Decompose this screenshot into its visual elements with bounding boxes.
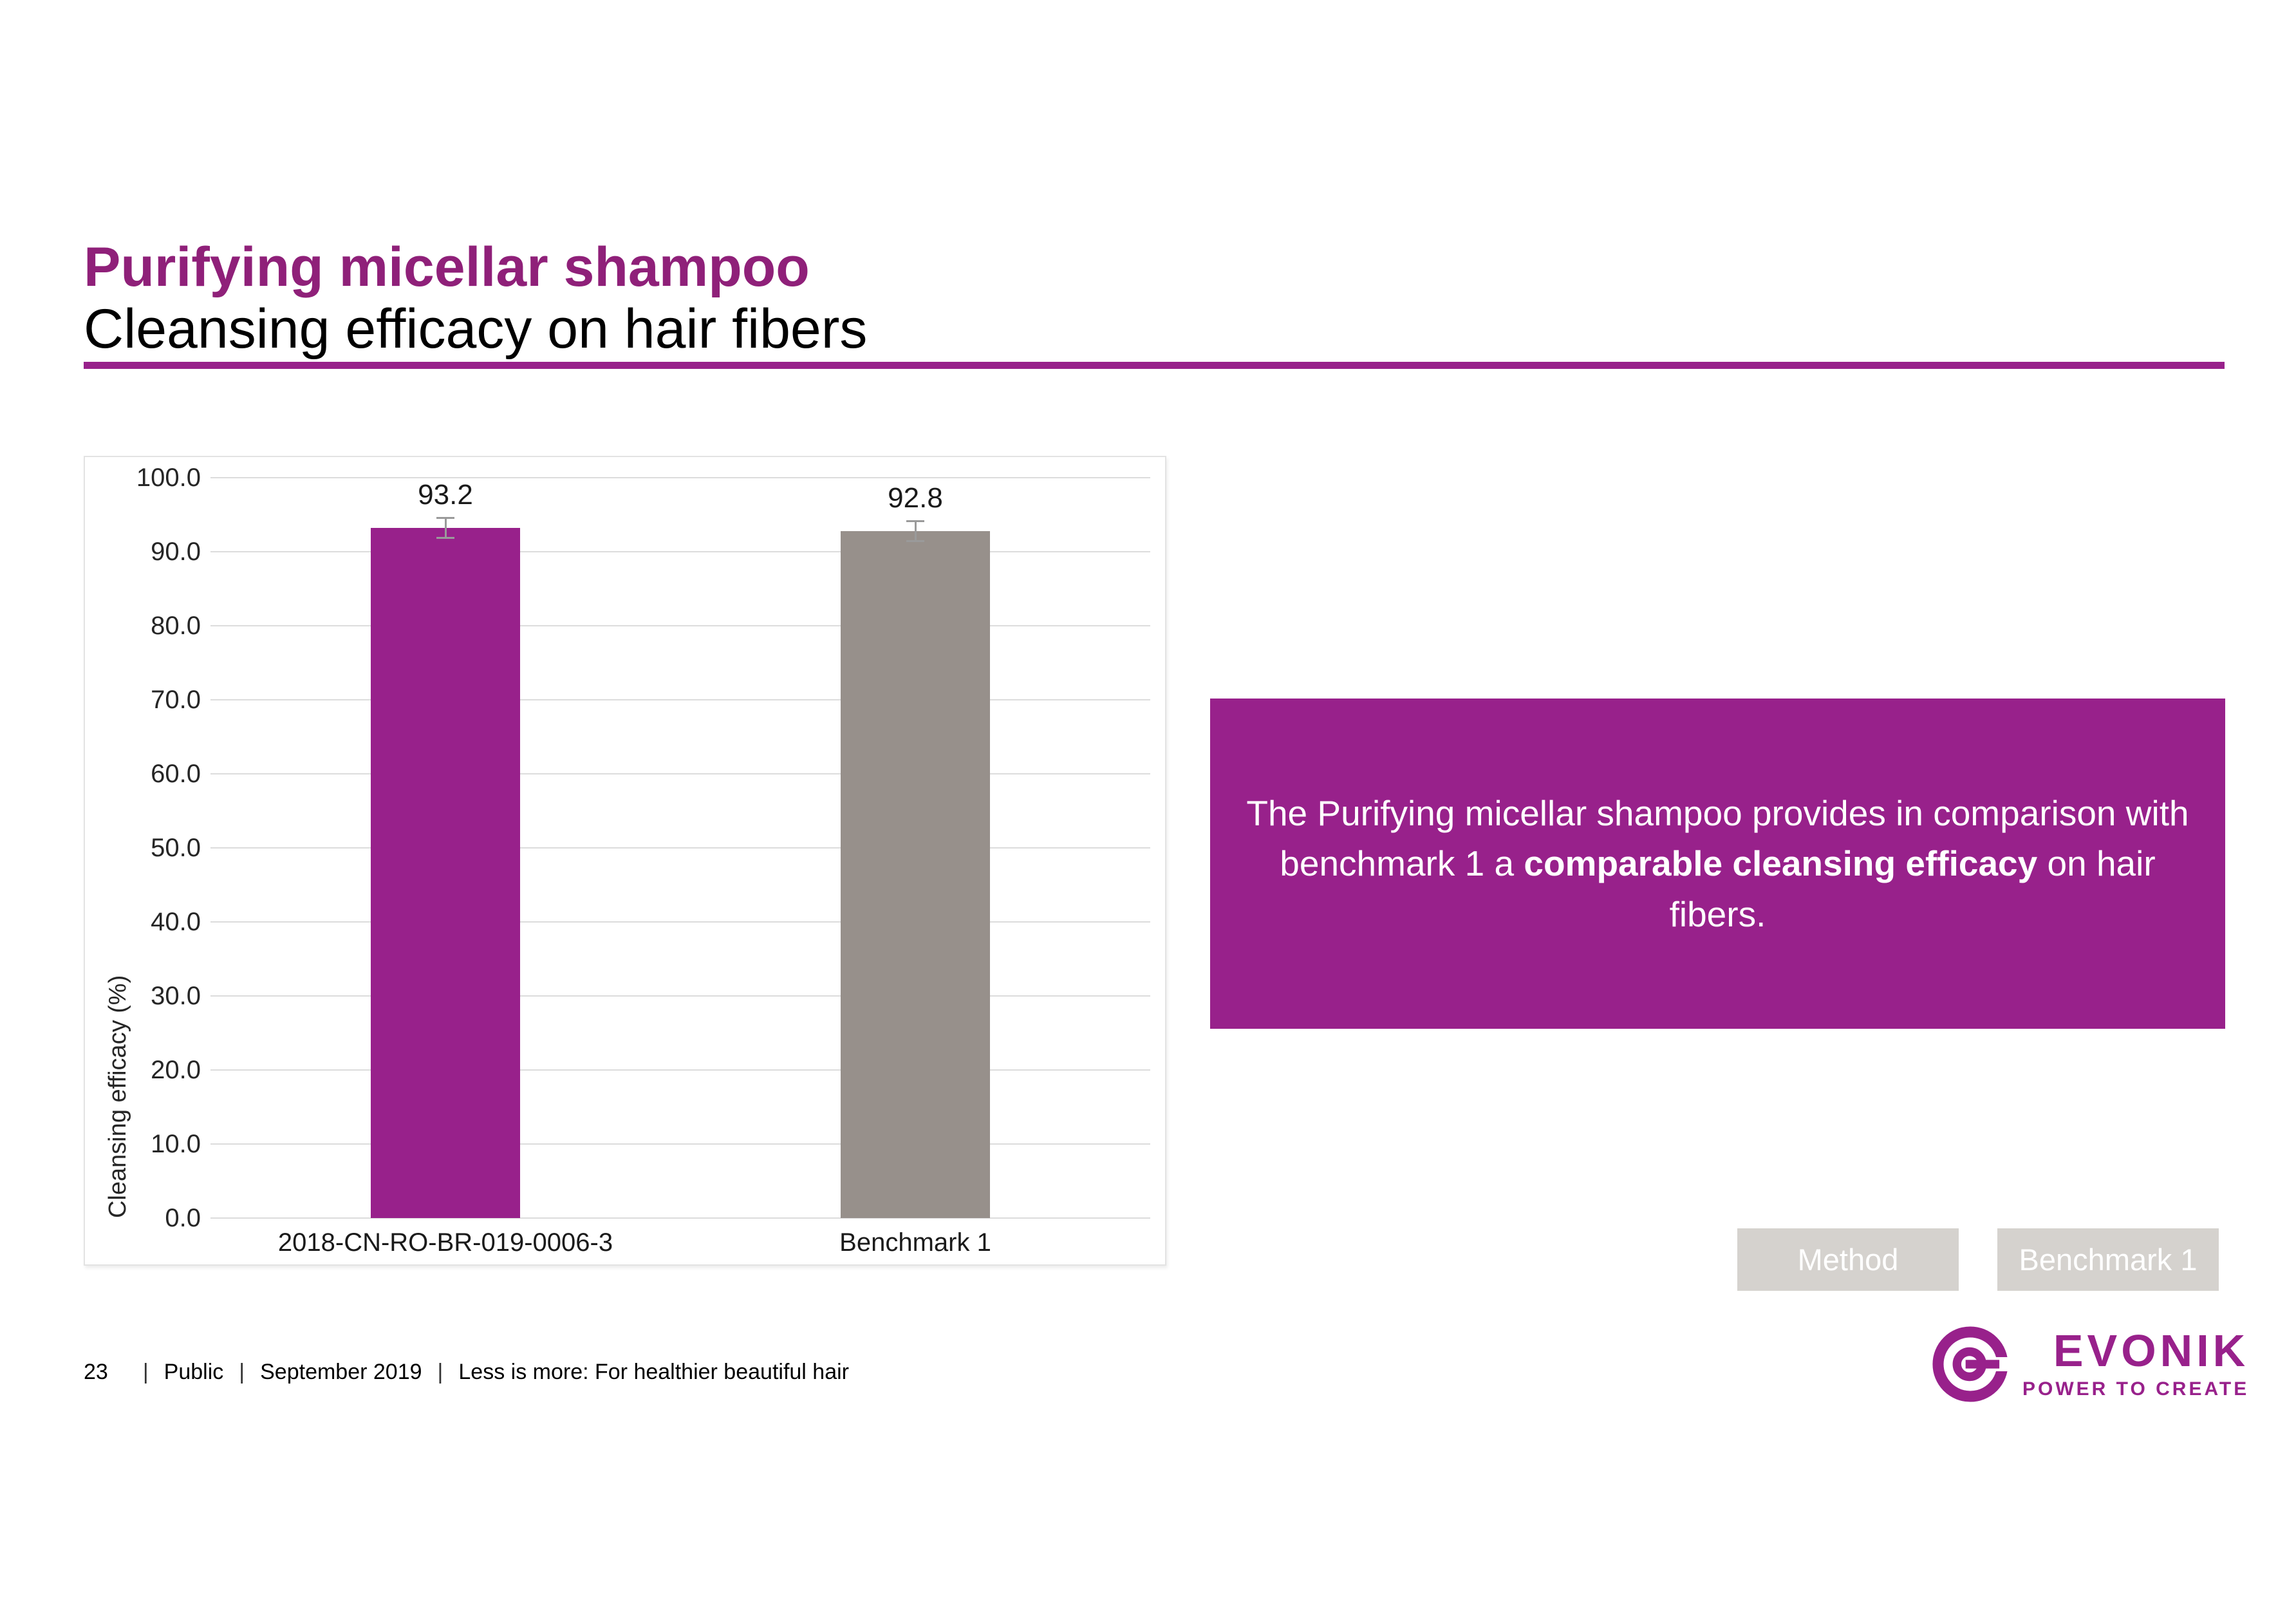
error-bar [906,520,924,542]
gridline [210,773,1150,774]
footer-separator: | [142,1360,149,1384]
gridline [210,551,1150,552]
gridline [210,625,1150,626]
y-tick-label: 50.0 [151,834,201,862]
y-tick-label: 10.0 [151,1130,201,1158]
gridline [210,1069,1150,1071]
y-tick-label: 0.0 [165,1204,201,1232]
x-axis-label: Benchmark 1 [839,1228,991,1257]
bar-slot: 92.8 [680,478,1150,1218]
bar-slot: 93.2 [210,478,680,1218]
evonik-logo-text: EVONIK POWER TO CREATE [2022,1328,2249,1400]
gridline [210,1143,1150,1145]
evonik-tagline: POWER TO CREATE [2022,1378,2250,1400]
gridline [210,995,1150,997]
error-bar [436,517,454,539]
page-title: Purifying micellar shampoo [84,236,810,298]
conclusion-text: The Purifying micellar shampoo provides … [1246,788,2190,939]
y-tick-label: 60.0 [151,760,201,788]
gridline [210,477,1150,478]
evonik-logo-mark [1932,1326,2010,1402]
bar-benchmark [841,530,990,1218]
footer-separator: | [437,1360,443,1384]
footer-separator: | [239,1360,245,1384]
y-axis-ticks: 0.0 10.0 20.0 30.0 40.0 50.0 60.0 70.0 80.0 90.0 1… [85,465,201,1231]
conclusion-text-bold: comparable cleansing efficacy [1524,843,2038,884]
footer: 23 | Public | September 2019 | Less is m… [84,1360,849,1385]
gridline [210,1217,1150,1219]
conclusion-box: The Purifying micellar shampoo provides … [1210,699,2225,1029]
bar-slots: 93.2 92.8 [210,478,1150,1218]
gridline [210,847,1150,849]
benchmark-button[interactable]: Benchmark 1 [1997,1228,2219,1291]
gridline [210,699,1150,700]
x-axis-label: 2018-CN-RO-BR-019-0006-3 [277,1228,613,1257]
y-tick-label: 30.0 [151,982,201,1010]
y-tick-label: 80.0 [151,612,201,640]
page-subtitle: Cleansing efficacy on hair fibers [84,298,868,360]
data-label: 93.2 [418,479,473,511]
page-number: 23 [84,1360,108,1384]
evonik-wordmark: EVONIK [2053,1326,2250,1376]
y-tick-label: 90.0 [151,538,201,566]
y-tick-label: 40.0 [151,908,201,936]
bar-sample [371,528,520,1218]
footer-date: September 2019 [260,1360,422,1384]
bar-chart: Cleansing efficacy (%) 0.0 10.0 20.0 30.0 40… [84,456,1166,1266]
y-tick-label: 20.0 [151,1056,201,1084]
conclusion-text-pre: The Purifying micellar shampoo provides … [1246,793,2189,884]
footer-classification: Public [163,1360,224,1384]
data-label: 92.8 [888,482,943,514]
conclusion-text-post: on hair fibers. [1669,843,2156,934]
evonik-logo: EVONIK POWER TO CREATE [1931,1324,2249,1405]
plot-area [210,477,1150,1219]
y-tick-label: 70.0 [151,686,201,714]
footer-tagline: Less is more: For healthier beautiful ha… [458,1360,849,1384]
gridline [210,921,1150,923]
y-tick-label: 100.0 [136,464,201,492]
title-divider [84,362,2225,369]
x-axis-labels: 2018-CN-RO-BR-019-0006-3 Benchmark 1 [210,1228,1150,1257]
method-button[interactable]: Method [1737,1228,1959,1291]
